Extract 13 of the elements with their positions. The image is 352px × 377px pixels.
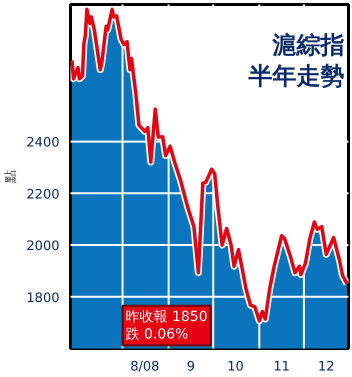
y-tick-label: 2000 [26,239,60,254]
x-tick-label: 9 [186,360,196,374]
x-tick-label: 12 [318,360,334,374]
y-tick-label: 2200 [26,187,60,202]
x-tick-label: 8/08 [130,360,160,374]
y-tick-label: 2400 [26,136,60,151]
text: 滬綜指 [272,30,344,59]
annotation: 昨收報 1850 跌 0.06% [126,308,208,342]
y-axis-title: 點 [3,170,18,184]
y-tick-label: 1800 [26,290,60,306]
x-tick-label: 10 [227,360,244,374]
text: 半年走勢 [248,62,344,90]
x-tick-label: 11 [273,360,290,374]
